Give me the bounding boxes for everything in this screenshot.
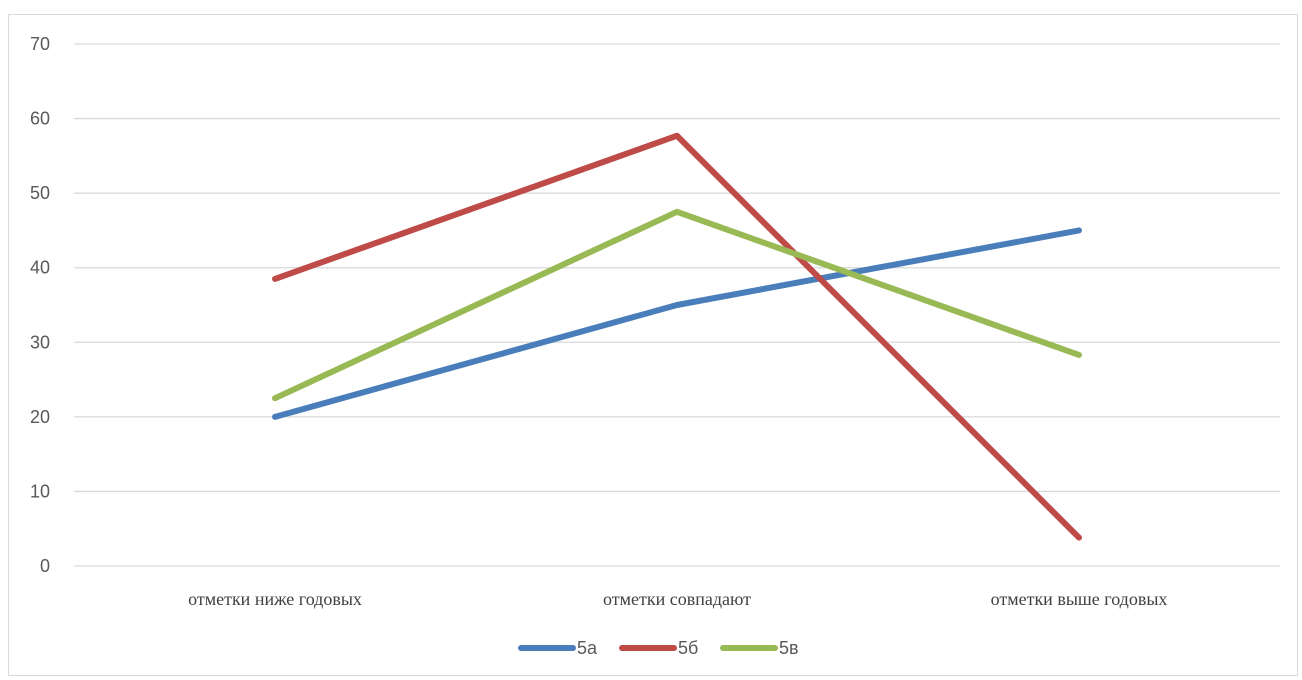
series-line-1 (272, 132, 1082, 541)
legend-label: 5в (779, 638, 799, 658)
y-tick-label: 10 (30, 481, 50, 501)
y-tick-label: 40 (30, 258, 50, 278)
y-tick-label: 0 (40, 556, 50, 576)
x-tick-label: отметки выше годовых (991, 589, 1168, 609)
legend-label: 5б (678, 638, 698, 658)
series-lines (272, 132, 1082, 541)
x-axis-ticks: отметки ниже годовых отметки совпадают отм… (188, 589, 1167, 609)
legend: 5а 5б 5в (518, 638, 799, 658)
y-axis-ticks: 0 10 20 30 40 50 60 70 (30, 34, 50, 576)
series-line-2 (272, 208, 1082, 402)
series-line-0 (272, 227, 1082, 420)
gridlines (74, 43, 1280, 567)
y-tick-label: 30 (30, 332, 50, 352)
x-tick-label: отметки совпадают (603, 589, 751, 609)
y-tick-label: 60 (30, 109, 50, 129)
legend-label: 5а (577, 638, 598, 658)
y-tick-label: 70 (30, 34, 50, 54)
y-tick-label: 20 (30, 407, 50, 427)
y-tick-label: 50 (30, 183, 50, 203)
x-tick-label: отметки ниже годовых (188, 589, 362, 609)
